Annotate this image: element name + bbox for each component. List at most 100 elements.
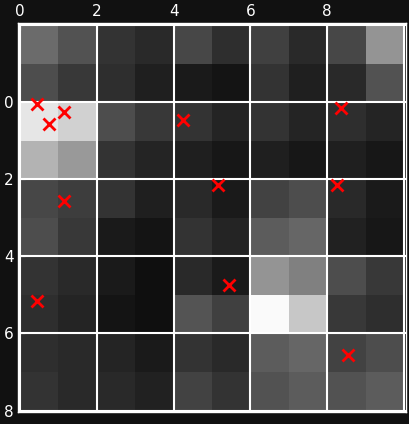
Bar — [250, 141, 288, 179]
Bar — [173, 102, 211, 141]
Bar — [58, 102, 97, 141]
Bar — [135, 179, 173, 218]
Bar — [211, 179, 250, 218]
Bar — [20, 102, 58, 141]
Bar — [288, 372, 326, 410]
Bar — [135, 218, 173, 257]
Bar — [250, 218, 288, 257]
Bar — [250, 333, 288, 372]
Bar — [211, 25, 250, 64]
Bar — [365, 257, 403, 295]
Bar — [58, 218, 97, 257]
Bar — [20, 64, 58, 102]
Bar — [365, 295, 403, 333]
Bar — [326, 141, 365, 179]
Bar — [326, 102, 365, 141]
Bar — [211, 218, 250, 257]
Bar — [173, 257, 211, 295]
Bar — [58, 257, 97, 295]
Bar — [326, 179, 365, 218]
Bar — [20, 295, 58, 333]
Bar — [135, 25, 173, 64]
Bar — [20, 141, 58, 179]
Bar — [97, 333, 135, 372]
Bar — [211, 257, 250, 295]
Bar — [250, 102, 288, 141]
Bar — [365, 179, 403, 218]
Bar — [211, 333, 250, 372]
Bar — [211, 295, 250, 333]
Bar — [288, 179, 326, 218]
Bar — [365, 102, 403, 141]
Bar — [173, 333, 211, 372]
Bar — [211, 102, 250, 141]
Bar — [58, 372, 97, 410]
Bar — [58, 333, 97, 372]
Bar — [135, 295, 173, 333]
Bar — [250, 257, 288, 295]
Bar — [97, 257, 135, 295]
Bar — [97, 25, 135, 64]
Bar — [365, 372, 403, 410]
Bar — [250, 295, 288, 333]
Bar — [365, 218, 403, 257]
Bar — [20, 179, 58, 218]
Bar — [135, 64, 173, 102]
Bar — [135, 141, 173, 179]
Bar — [365, 141, 403, 179]
Bar — [97, 179, 135, 218]
Bar — [173, 179, 211, 218]
Bar — [250, 372, 288, 410]
Bar — [288, 218, 326, 257]
Bar — [173, 141, 211, 179]
Bar — [288, 102, 326, 141]
Bar — [365, 333, 403, 372]
Bar — [58, 25, 97, 64]
Bar — [326, 372, 365, 410]
Bar — [288, 257, 326, 295]
Bar — [288, 295, 326, 333]
Bar — [365, 64, 403, 102]
Bar — [326, 218, 365, 257]
Bar — [211, 64, 250, 102]
Bar — [288, 25, 326, 64]
Bar — [20, 218, 58, 257]
Bar — [97, 218, 135, 257]
Bar — [326, 333, 365, 372]
Bar — [173, 25, 211, 64]
Bar — [288, 333, 326, 372]
Bar — [97, 141, 135, 179]
Bar — [58, 179, 97, 218]
Bar — [365, 25, 403, 64]
Bar — [173, 295, 211, 333]
Bar — [97, 295, 135, 333]
Bar — [20, 333, 58, 372]
Bar — [326, 64, 365, 102]
Bar — [288, 141, 326, 179]
Bar — [20, 372, 58, 410]
Bar — [97, 64, 135, 102]
Bar — [250, 64, 288, 102]
Bar — [97, 102, 135, 141]
Bar — [58, 64, 97, 102]
Bar — [135, 257, 173, 295]
Bar — [135, 333, 173, 372]
Bar — [326, 25, 365, 64]
Bar — [97, 372, 135, 410]
Bar — [250, 179, 288, 218]
Bar — [58, 295, 97, 333]
Bar — [211, 372, 250, 410]
Bar — [58, 141, 97, 179]
Bar — [20, 257, 58, 295]
Bar — [173, 372, 211, 410]
Bar — [326, 295, 365, 333]
Bar — [20, 25, 58, 64]
Bar — [288, 64, 326, 102]
Bar — [211, 141, 250, 179]
Bar — [173, 218, 211, 257]
Bar — [173, 64, 211, 102]
Bar — [135, 102, 173, 141]
Bar — [135, 372, 173, 410]
Bar — [250, 25, 288, 64]
Bar — [326, 257, 365, 295]
